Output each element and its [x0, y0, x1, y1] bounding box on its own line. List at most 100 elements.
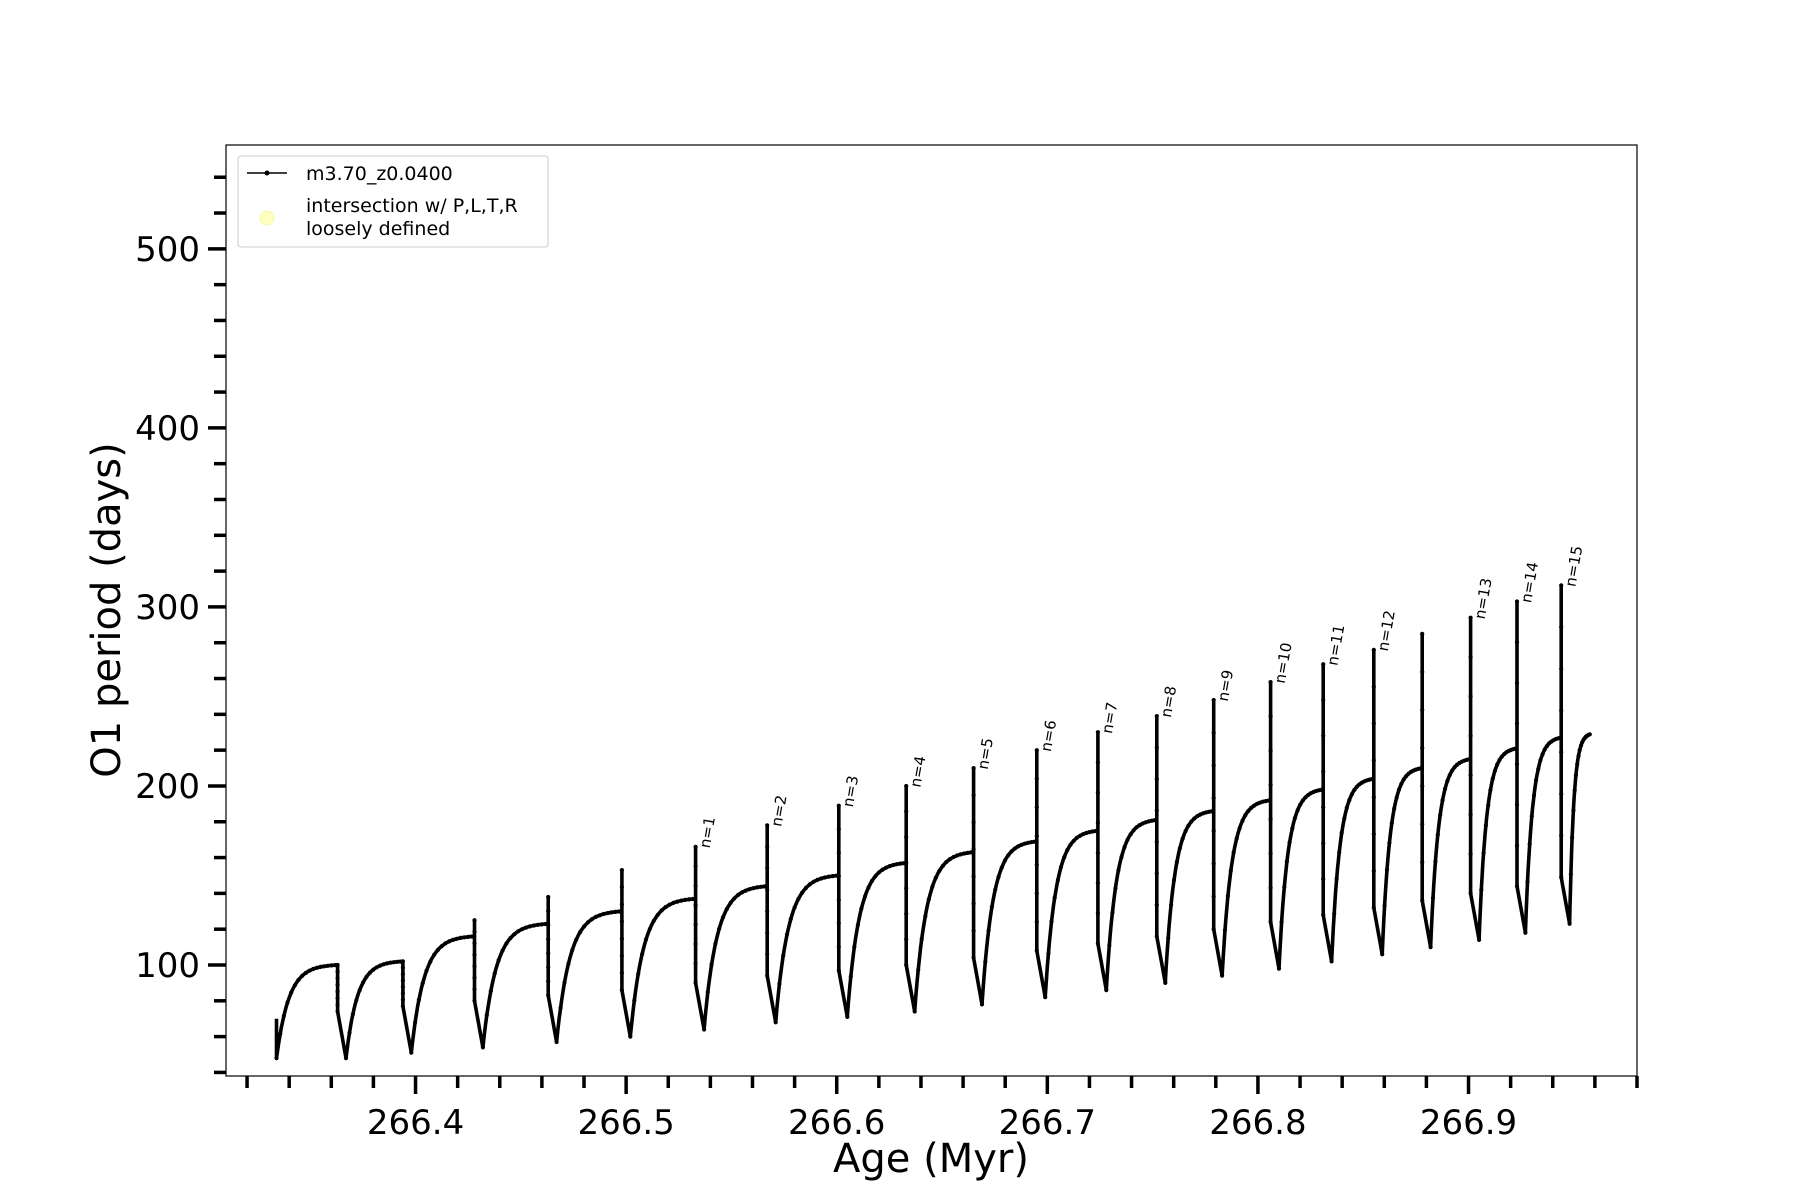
series-point: [1154, 839, 1159, 845]
series-point: [1567, 921, 1572, 926]
series-point: [1420, 784, 1425, 789]
series-point: [613, 909, 618, 915]
series-point: [1093, 828, 1098, 834]
series-point: [500, 948, 505, 953]
series-point: [1495, 762, 1500, 767]
series-point: [962, 851, 967, 856]
series-point: [720, 915, 726, 920]
series-point: [852, 944, 857, 950]
series-point: [845, 1014, 850, 1020]
series-point: [1134, 825, 1139, 830]
series-point: [1268, 748, 1273, 753]
series-point: [1559, 666, 1564, 671]
series-point: [311, 966, 316, 972]
series-point: [1468, 812, 1473, 817]
series-point: [413, 1020, 418, 1025]
series-point: [765, 823, 770, 828]
series-point: [971, 874, 976, 879]
series-point: [765, 973, 770, 978]
series-point: [274, 1056, 279, 1061]
series-point: [1068, 842, 1073, 847]
series-point: [472, 918, 477, 923]
series-point: [1128, 832, 1133, 837]
series-point: [388, 960, 393, 965]
series-point: [1332, 911, 1337, 916]
series-point: [1572, 788, 1577, 793]
series-point: [1488, 788, 1493, 793]
series-point: [1534, 778, 1539, 783]
series-point: [1095, 760, 1100, 765]
series-point: [335, 962, 340, 968]
series-point: [1339, 830, 1344, 836]
series-point: [877, 870, 882, 875]
series-point: [904, 809, 909, 814]
series-point: [836, 897, 841, 902]
series-point: [643, 937, 649, 942]
series-point: [1492, 768, 1498, 773]
series-point: [1542, 747, 1547, 752]
series-point: [1394, 795, 1399, 800]
x-tick-label: 266.9: [1420, 1103, 1517, 1143]
series-point: [593, 914, 598, 920]
series-point: [765, 844, 770, 849]
series-point: [617, 909, 622, 914]
series-point: [1034, 776, 1039, 781]
series-point: [1576, 754, 1581, 759]
series-point: [1371, 795, 1376, 800]
series-point: [1420, 822, 1425, 827]
series-point: [1540, 752, 1545, 757]
series-point: [693, 980, 698, 986]
series-point: [755, 885, 760, 890]
series-point: [384, 961, 390, 966]
series-point: [1536, 766, 1541, 771]
series-point: [420, 981, 425, 986]
series-point: [1514, 680, 1520, 686]
series-point: [671, 900, 676, 906]
legend: m3.70_z0.0400 intersection w/ P,L,T,R loo…: [237, 155, 549, 248]
series-point: [640, 952, 645, 957]
series-point: [400, 1004, 405, 1009]
series-point: [619, 970, 625, 976]
series-point: [999, 865, 1004, 870]
series-point: [546, 894, 551, 900]
series-point: [1222, 927, 1228, 933]
series-point: [1220, 973, 1225, 978]
series-point: [743, 888, 748, 893]
series-point: [562, 980, 567, 985]
legend-intersection-marker: [259, 210, 275, 226]
series-point: [1246, 808, 1251, 814]
series-point: [619, 953, 625, 958]
series-point: [1479, 887, 1484, 893]
series-point: [702, 1027, 707, 1032]
legend-label-series: m3.70_z0.0400: [306, 163, 453, 185]
series-point: [458, 935, 463, 941]
series-point: [1279, 919, 1284, 925]
series-point: [1012, 846, 1018, 851]
series-point: [601, 911, 606, 917]
series-point: [1268, 680, 1273, 685]
series-point: [329, 963, 334, 968]
series-point: [1225, 893, 1230, 899]
series-point: [971, 928, 976, 933]
series-point: [484, 1013, 489, 1018]
series-point: [894, 862, 899, 867]
series-point: [1329, 959, 1334, 964]
series-point: [887, 864, 892, 869]
series-point: [819, 876, 824, 881]
series-point: [1116, 868, 1121, 873]
series-point: [1034, 834, 1039, 839]
series-point: [1231, 850, 1236, 855]
series-point: [926, 897, 931, 902]
series-point: [1249, 805, 1254, 811]
series-point: [989, 904, 995, 910]
series-point: [781, 953, 786, 958]
series-point: [1568, 872, 1573, 877]
series-point: [1058, 864, 1064, 870]
series-point: [1399, 781, 1404, 786]
series-point: [1523, 930, 1528, 935]
y-tick-label: 500: [135, 230, 200, 270]
series-point: [836, 827, 841, 832]
series-point: [1029, 840, 1034, 845]
series-point: [1087, 830, 1092, 835]
series-point: [443, 941, 448, 946]
